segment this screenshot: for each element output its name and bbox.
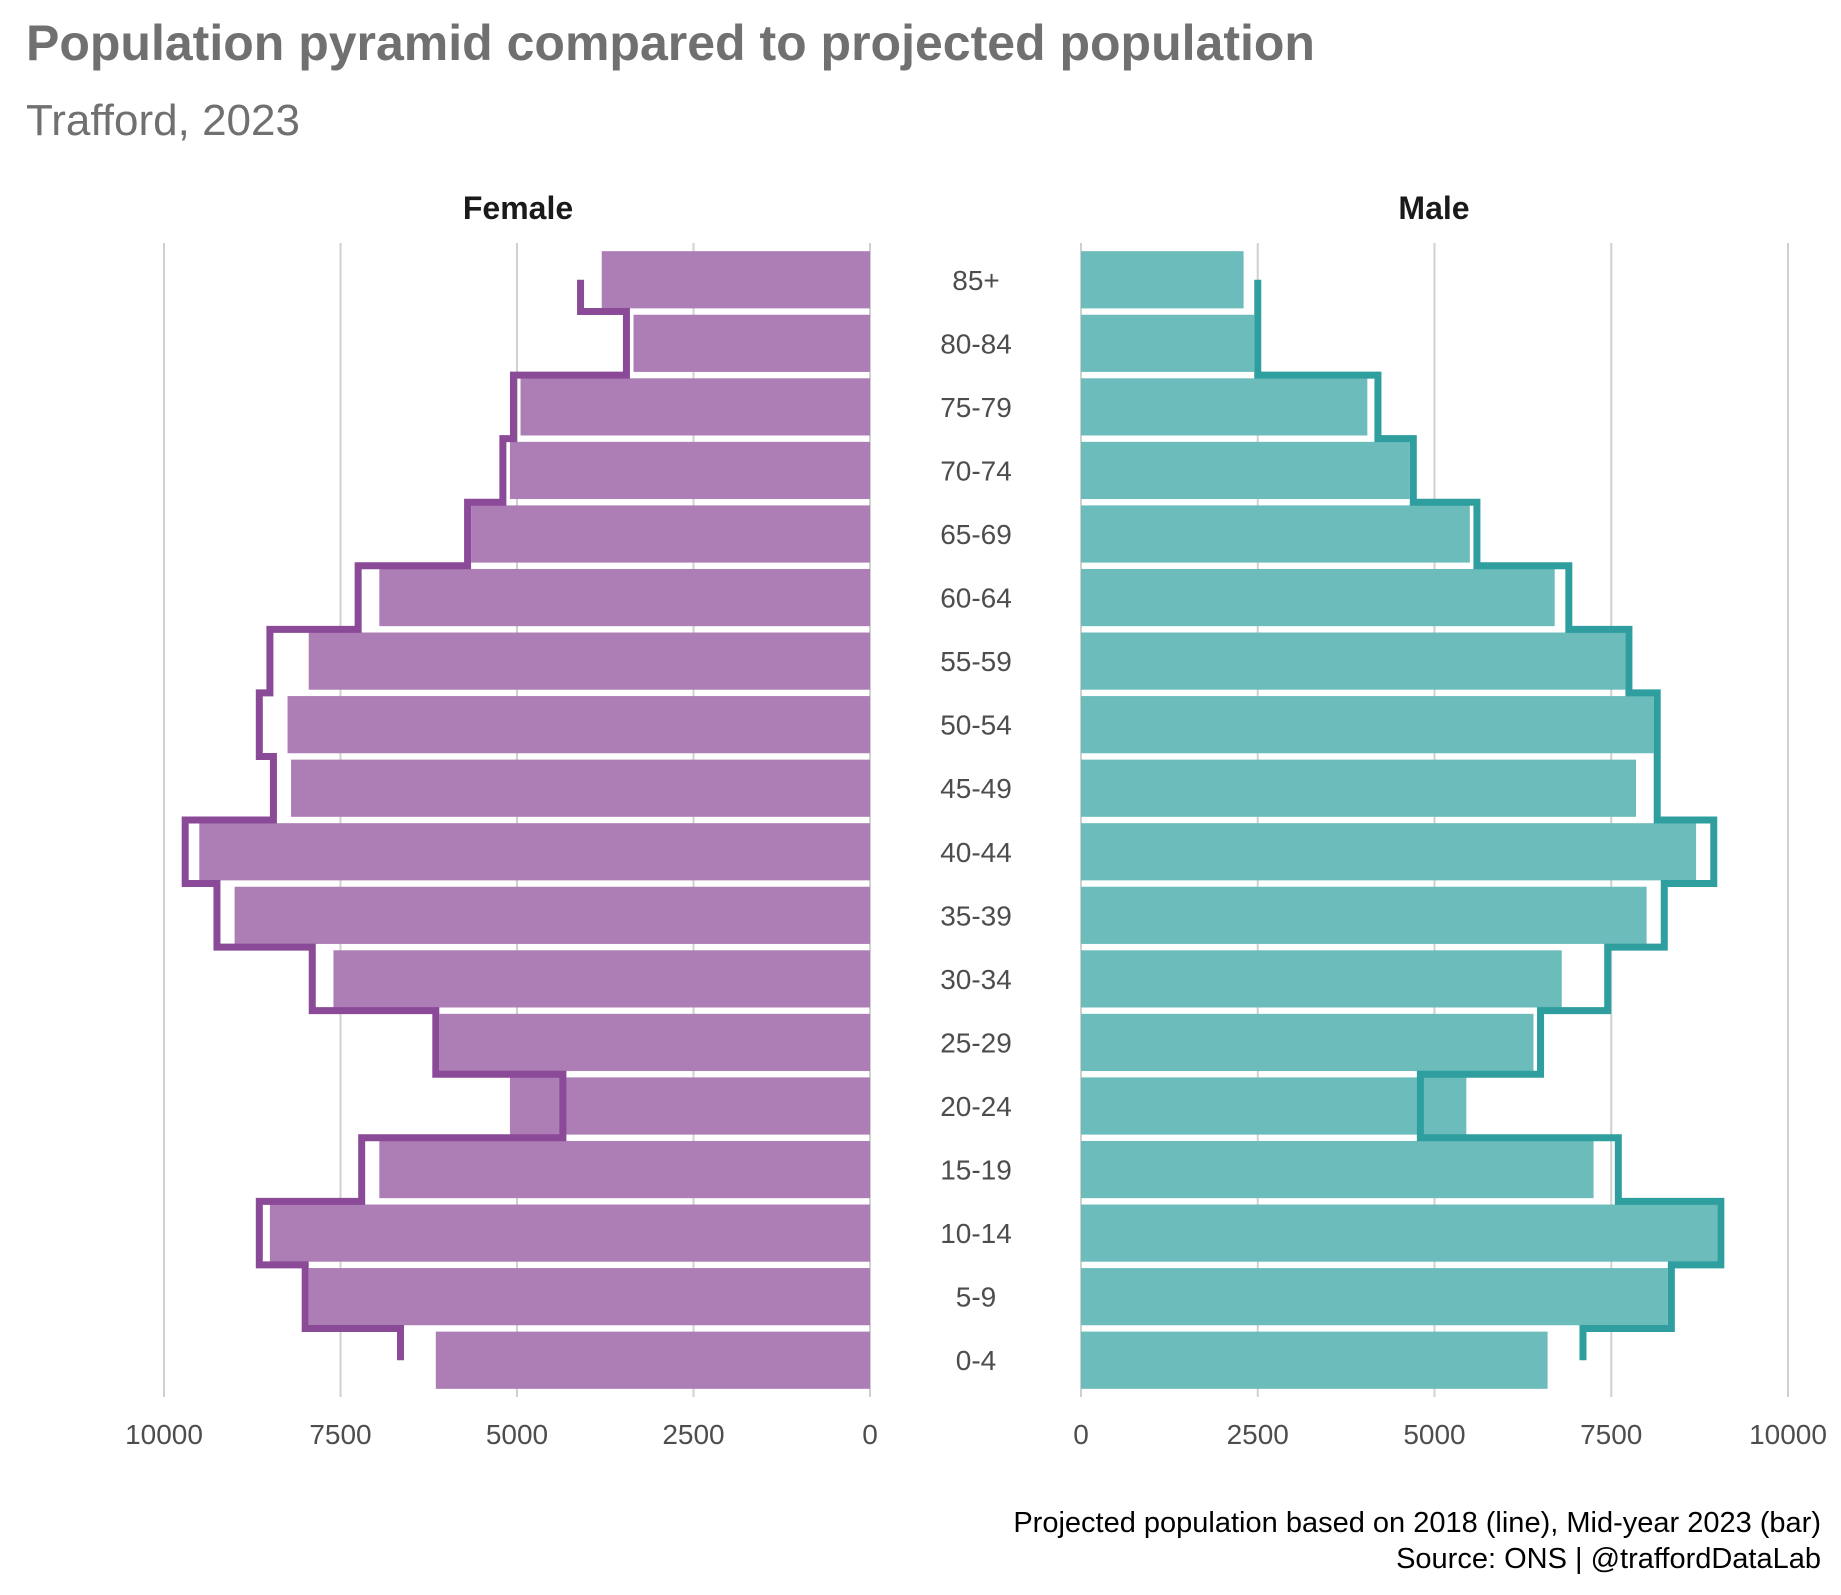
x-tick-female-2500: 2500 (662, 1419, 724, 1450)
age-group-label: 5-9 (956, 1282, 996, 1313)
male-bar-70-74 (1081, 441, 1410, 500)
x-tick-male-0: 0 (1073, 1419, 1089, 1450)
chart-subtitle: Trafford, 2023 (26, 96, 300, 145)
female-bar-85+ (601, 251, 870, 309)
female-bar-25-29 (439, 1013, 870, 1072)
male-bar-45-49 (1081, 759, 1636, 817)
female-bar-20-24 (509, 1077, 870, 1135)
caption-line-1: Projected population based on 2018 (line… (1013, 1507, 1821, 1539)
male-bar-60-64 (1081, 568, 1555, 627)
x-tick-female-7500: 7500 (309, 1419, 371, 1450)
male-bar-65-69 (1081, 505, 1470, 563)
female-bar-10-14 (269, 1204, 870, 1262)
age-group-label: 40-44 (940, 837, 1012, 868)
labels: Female Male 0 0 2500 2500 5000 5000 7500 7500 10… (125, 190, 1827, 1450)
male-bar-55-59 (1081, 632, 1626, 690)
male-bar-30-34 (1081, 950, 1562, 1008)
male-bar-40-44 (1081, 823, 1697, 881)
age-group-label: 45-49 (940, 773, 1012, 804)
age-group-label: 15-19 (940, 1155, 1012, 1186)
age-group-label: 35-39 (940, 900, 1012, 931)
age-group-label: 10-14 (940, 1218, 1012, 1249)
male-bar-15-19 (1081, 1140, 1594, 1199)
x-tick-male-5000: 5000 (1403, 1419, 1465, 1450)
female-bar-30-34 (333, 950, 870, 1008)
female-projection-line (181, 279, 630, 1361)
female-bar-0-4 (435, 1331, 870, 1389)
male-bar-20-24 (1081, 1077, 1467, 1135)
male-bar-35-39 (1081, 886, 1647, 944)
age-group-label: 25-29 (940, 1027, 1012, 1058)
male-bar-50-54 (1081, 696, 1654, 754)
x-tick-male-10000: 10000 (1749, 1419, 1827, 1450)
female-bar-60-64 (379, 568, 870, 627)
age-group-label: 60-64 (940, 583, 1012, 614)
female-bar-5-9 (308, 1268, 871, 1326)
female-bar-50-54 (287, 696, 870, 754)
age-group-label: 80-84 (940, 328, 1012, 359)
female-bar-35-39 (234, 886, 871, 944)
age-group-label: 65-69 (940, 519, 1012, 550)
age-group-label: 30-34 (940, 964, 1012, 995)
projection-lines (181, 279, 1725, 1361)
age-group-label: 55-59 (940, 646, 1012, 677)
female-bar-45-49 (291, 759, 871, 817)
age-group-label: 75-79 (940, 392, 1012, 423)
x-tick-female-10000: 10000 (125, 1419, 203, 1450)
chart-caption: Projected population based on 2018 (line… (1013, 1505, 1821, 1577)
facet-label-female: Female (463, 190, 573, 226)
male-bar-80-84 (1081, 314, 1255, 372)
x-tick-male-2500: 2500 (1227, 1419, 1289, 1450)
x-tick-male-7500: 7500 (1580, 1419, 1642, 1450)
male-bar-85+ (1081, 251, 1244, 309)
male-bar-10-14 (1081, 1204, 1718, 1262)
facet-label-male: Male (1398, 190, 1469, 226)
bars (199, 251, 1718, 1389)
male-bar-5-9 (1081, 1268, 1668, 1326)
age-group-label: 50-54 (940, 710, 1012, 741)
caption-line-2: Source: ONS | @traffordDataLab (1396, 1543, 1821, 1575)
x-tick-female-5000: 5000 (486, 1419, 548, 1450)
female-bar-75-79 (520, 378, 870, 436)
female-bar-70-74 (509, 441, 870, 500)
male-bar-25-29 (1081, 1013, 1534, 1072)
female-bar-55-59 (308, 632, 871, 690)
age-group-label: 20-24 (940, 1091, 1012, 1122)
female-bar-15-19 (379, 1140, 870, 1199)
age-group-label: 85+ (952, 265, 1000, 296)
female-bar-80-84 (633, 314, 870, 372)
age-group-label: 0-4 (956, 1345, 996, 1376)
female-bar-65-69 (471, 505, 870, 563)
male-bar-0-4 (1081, 1331, 1548, 1389)
age-group-label: 70-74 (940, 455, 1012, 486)
male-bar-75-79 (1081, 378, 1368, 436)
chart-title: Population pyramid compared to projected… (26, 15, 1315, 71)
female-bar-40-44 (199, 823, 871, 881)
male-projection-line (1254, 279, 1725, 1361)
x-tick-female-0: 0 (862, 1419, 878, 1450)
